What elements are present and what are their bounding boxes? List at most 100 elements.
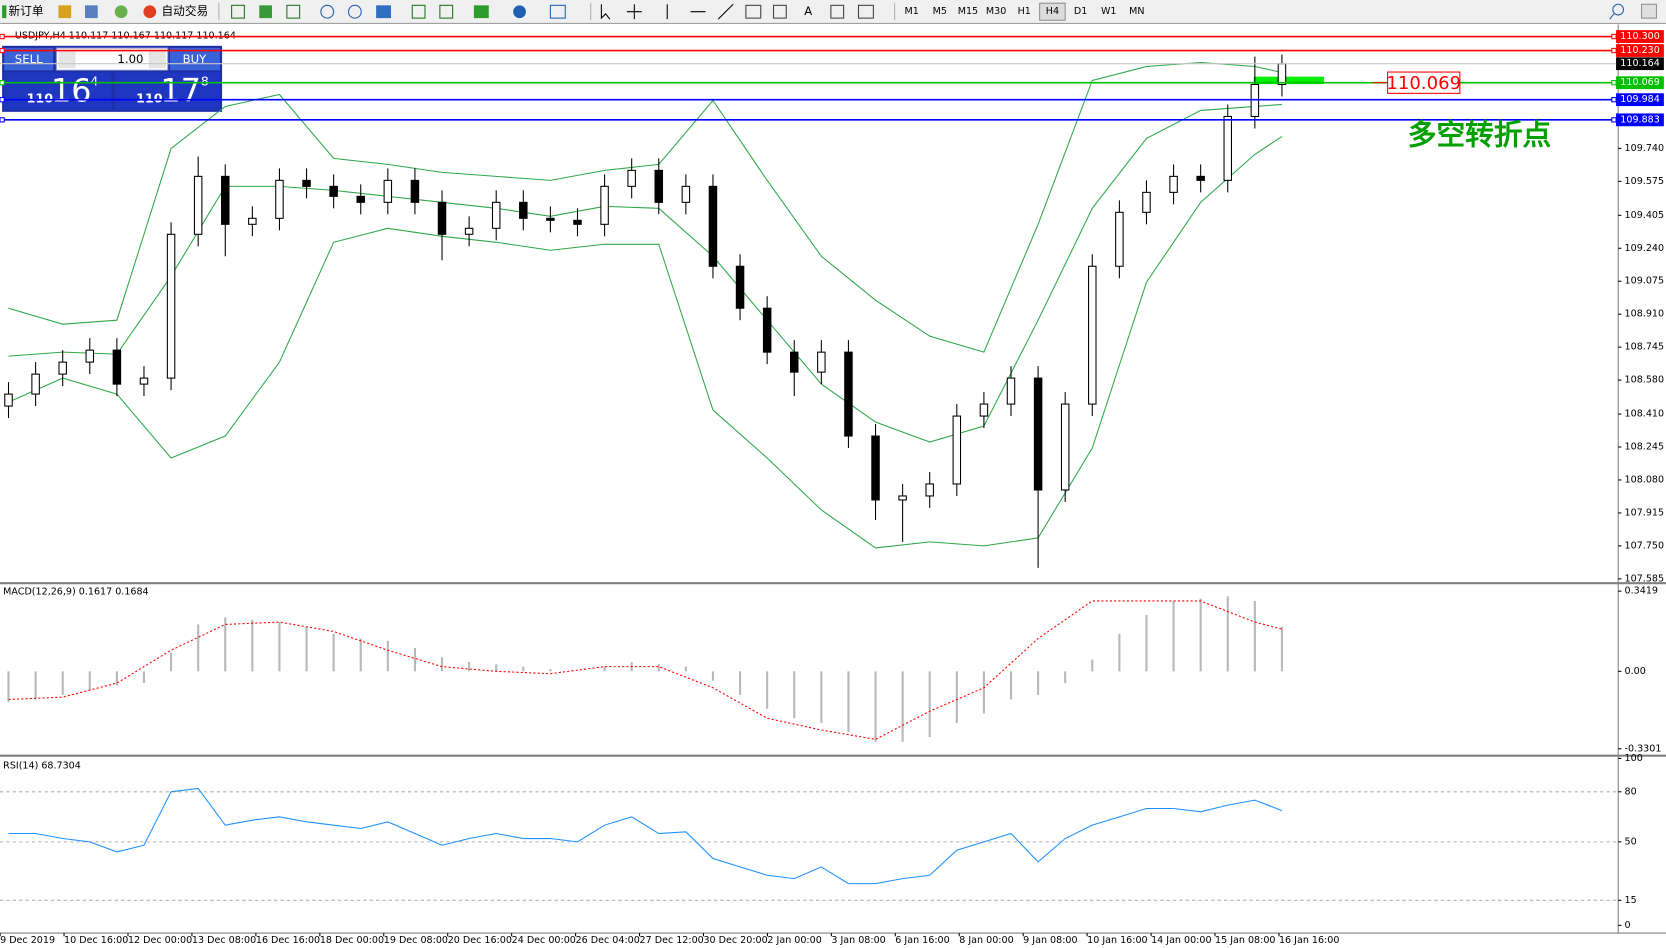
x-tick-label: 13 Dec 08:00 bbox=[192, 935, 256, 946]
candle-body bbox=[85, 349, 95, 363]
candle-body bbox=[627, 169, 636, 187]
timeframe[interactable]: MN bbox=[1129, 6, 1144, 17]
y-tick-label: 100 bbox=[1625, 753, 1643, 764]
level-label: 110.300 bbox=[1620, 31, 1659, 42]
y-tick-label: 15 bbox=[1625, 895, 1637, 906]
candle-body bbox=[329, 185, 338, 197]
timeframe[interactable]: W1 bbox=[1101, 6, 1117, 17]
active-timeframe bbox=[1039, 2, 1066, 21]
y-tick-label: 109.405 bbox=[1625, 210, 1664, 221]
level-box bbox=[1616, 76, 1664, 90]
level-box bbox=[1616, 44, 1664, 57]
candle-body bbox=[1115, 211, 1124, 267]
text-tool[interactable]: A bbox=[804, 4, 812, 18]
search-icon[interactable] bbox=[1612, 3, 1625, 16]
level-handle bbox=[1611, 97, 1617, 103]
timeframe[interactable]: M1 bbox=[904, 6, 918, 17]
turning-zone bbox=[1253, 76, 1324, 85]
icon[interactable] bbox=[85, 5, 98, 19]
sell-button[interactable] bbox=[4, 47, 54, 71]
x-tick-label: 15 Jan 08:00 bbox=[1215, 935, 1275, 946]
buy-price-box[interactable] bbox=[114, 72, 220, 110]
buy-button[interactable] bbox=[170, 47, 220, 71]
candle-body bbox=[491, 201, 501, 229]
volume-input[interactable] bbox=[55, 47, 169, 71]
candle-body bbox=[437, 201, 447, 235]
candle-body bbox=[844, 351, 853, 437]
candle-body bbox=[221, 175, 230, 225]
candle-body bbox=[1060, 403, 1070, 491]
level-label: 110.069 bbox=[1620, 77, 1659, 88]
candle-body bbox=[925, 483, 934, 497]
icon[interactable] bbox=[830, 4, 845, 19]
y-tick-label: 107.585 bbox=[1625, 573, 1664, 584]
timeframe[interactable]: M30 bbox=[986, 6, 1006, 17]
buy-price-main: 17 bbox=[160, 72, 201, 110]
icon[interactable] bbox=[376, 5, 391, 19]
new-order[interactable]: 新订单 bbox=[9, 4, 44, 18]
y-tick-label: 108.410 bbox=[1625, 409, 1664, 420]
timeframe[interactable]: D1 bbox=[1074, 6, 1087, 17]
y-tick-label: 107.915 bbox=[1625, 507, 1664, 518]
y-tick-label: 0.00 bbox=[1625, 666, 1646, 677]
timeframe[interactable]: H1 bbox=[1018, 6, 1031, 17]
level-label: 110.230 bbox=[1620, 45, 1659, 56]
volume-up[interactable] bbox=[148, 50, 166, 69]
icon[interactable] bbox=[439, 4, 454, 19]
cursor-icon[interactable] bbox=[600, 4, 611, 20]
candle-body bbox=[302, 179, 311, 187]
auto-trading[interactable]: 自动交易 bbox=[162, 4, 209, 18]
icon[interactable] bbox=[286, 4, 301, 19]
candle-body bbox=[1142, 191, 1151, 213]
icon[interactable] bbox=[772, 4, 787, 19]
icon[interactable] bbox=[411, 4, 426, 19]
buy-label[interactable]: BUY bbox=[183, 52, 208, 66]
macd-signal bbox=[8, 600, 1283, 740]
timeframe[interactable]: H4 bbox=[1046, 6, 1059, 17]
y-tick-label: 108.580 bbox=[1625, 375, 1664, 386]
icon[interactable] bbox=[857, 4, 874, 19]
y-tick-label: 109.075 bbox=[1625, 276, 1664, 287]
icon[interactable] bbox=[513, 5, 526, 19]
candle-body bbox=[1223, 115, 1233, 181]
level-handle bbox=[1611, 33, 1617, 40]
y-tick-label: 50 bbox=[1625, 836, 1637, 847]
icon[interactable] bbox=[473, 5, 489, 19]
icon[interactable] bbox=[549, 4, 566, 19]
sell-price-main: 16 bbox=[51, 72, 92, 110]
level-handle bbox=[0, 117, 5, 123]
icon[interactable] bbox=[58, 5, 72, 19]
toolbar: 新订单 自动交易 A M1 M5 M15 M30 H1 H4 D1 W1 MN bbox=[0, 0, 1666, 24]
level-box bbox=[1616, 93, 1664, 107]
y-tick-label: 108.245 bbox=[1625, 442, 1664, 453]
timeframe[interactable]: M5 bbox=[933, 6, 947, 17]
y-tick-label: -0.3301 bbox=[1625, 743, 1662, 754]
icon[interactable] bbox=[320, 4, 335, 19]
draw-icons[interactable] bbox=[666, 3, 734, 20]
icon[interactable] bbox=[143, 5, 157, 19]
timeframes: M1 M5 M15 M30 H1 H4 D1 W1 MN bbox=[904, 2, 1145, 21]
volume-down[interactable] bbox=[58, 50, 76, 69]
x-tick-label: 26 Dec 04:00 bbox=[576, 935, 640, 946]
level-handle bbox=[1611, 80, 1617, 86]
icon[interactable] bbox=[259, 5, 272, 19]
x-tick-label: 9 Dec 2019 bbox=[0, 935, 55, 946]
icon[interactable] bbox=[745, 4, 762, 19]
last-price-label: 110.164 bbox=[1620, 58, 1659, 69]
timeframe[interactable]: M15 bbox=[958, 6, 978, 17]
sell-label[interactable]: SELL bbox=[15, 52, 43, 66]
icon[interactable] bbox=[114, 5, 128, 19]
sell-price-box[interactable] bbox=[4, 72, 112, 110]
search-icon[interactable] bbox=[1609, 13, 1615, 20]
icon[interactable] bbox=[347, 4, 362, 19]
candle-body bbox=[410, 179, 420, 203]
icon[interactable] bbox=[231, 4, 245, 19]
indicator-title: RSI(14) 68.7304 bbox=[3, 760, 81, 771]
volume[interactable]: 1.00 bbox=[117, 52, 143, 66]
crosshair-icon[interactable] bbox=[626, 4, 642, 20]
last-price-box bbox=[1616, 57, 1664, 71]
x-tick-label: 27 Dec 12:00 bbox=[640, 935, 704, 946]
chat-icon[interactable] bbox=[1641, 3, 1657, 19]
candle-body bbox=[979, 403, 989, 417]
